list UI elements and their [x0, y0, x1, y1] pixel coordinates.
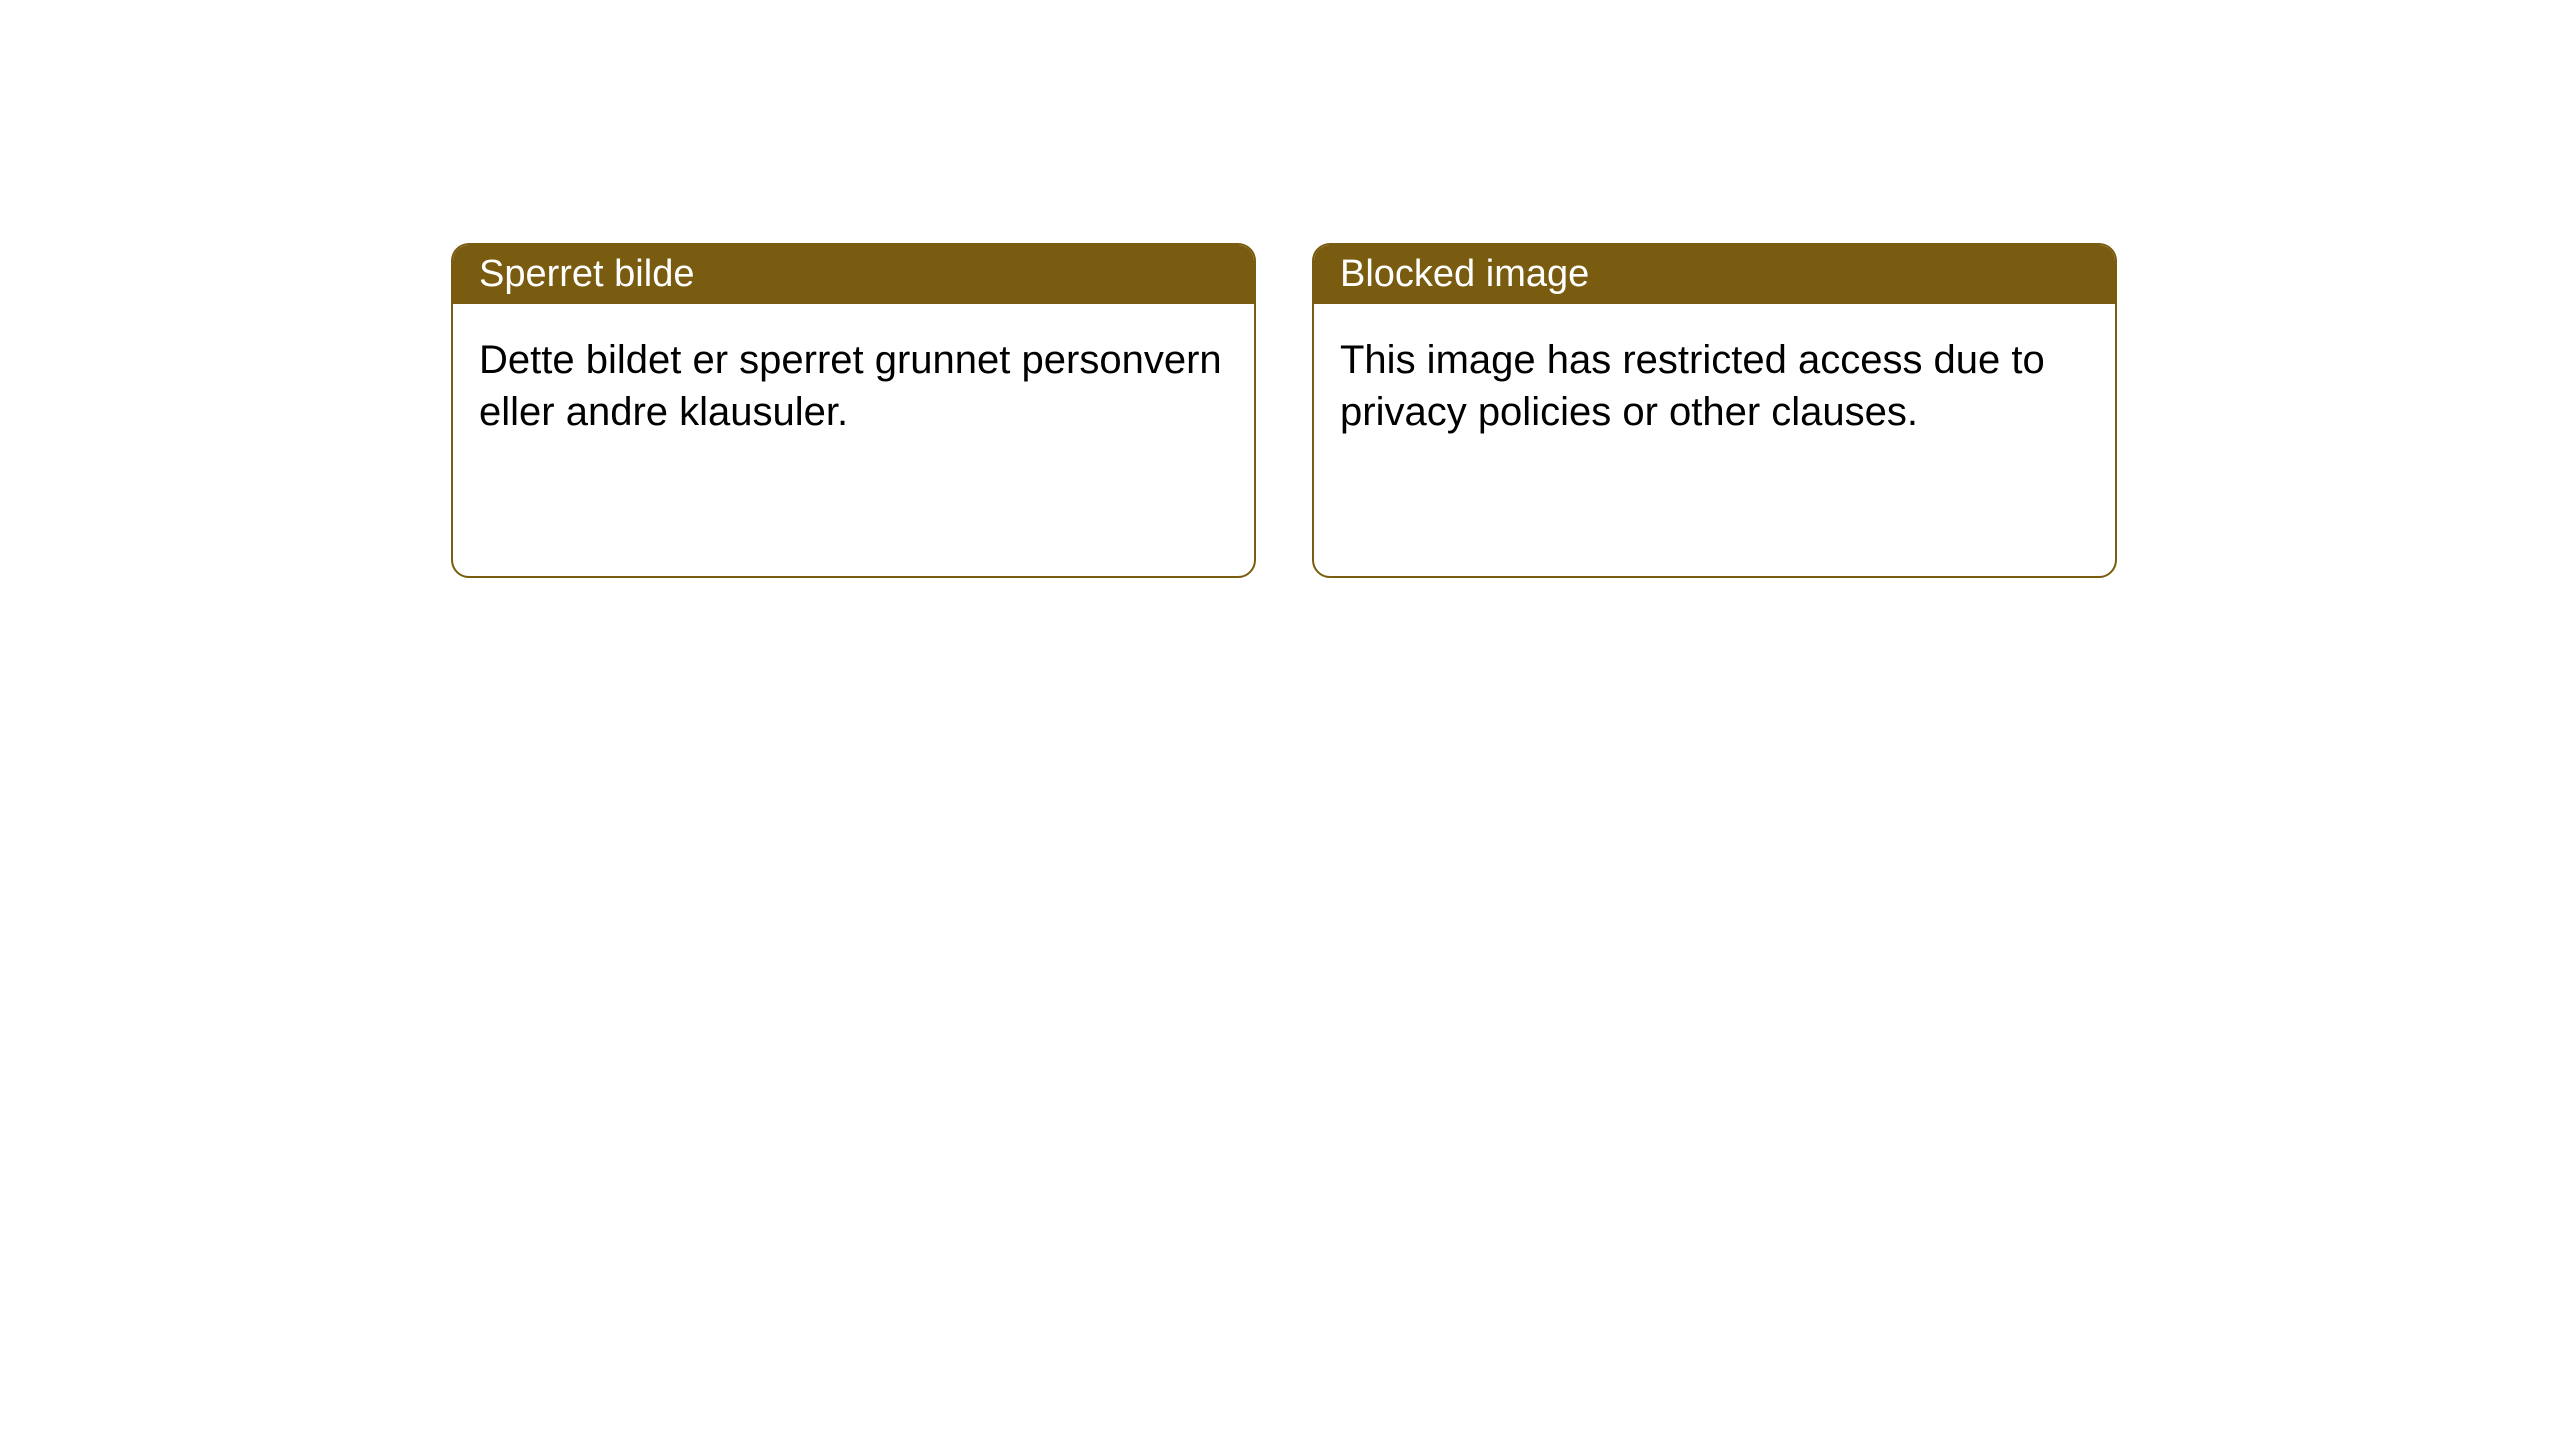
notice-header: Sperret bilde	[453, 245, 1254, 304]
notice-body: This image has restricted access due to …	[1314, 304, 2115, 468]
notice-body: Dette bildet er sperret grunnet personve…	[453, 304, 1254, 468]
notice-card-english: Blocked image This image has restricted …	[1312, 243, 2117, 578]
notice-header: Blocked image	[1314, 245, 2115, 304]
notice-card-norwegian: Sperret bilde Dette bildet er sperret gr…	[451, 243, 1256, 578]
notice-title: Sperret bilde	[479, 253, 694, 295]
notice-container: Sperret bilde Dette bildet er sperret gr…	[0, 0, 2560, 578]
notice-title: Blocked image	[1340, 253, 1589, 295]
notice-text: This image has restricted access due to …	[1340, 338, 2045, 434]
notice-text: Dette bildet er sperret grunnet personve…	[479, 338, 1222, 434]
